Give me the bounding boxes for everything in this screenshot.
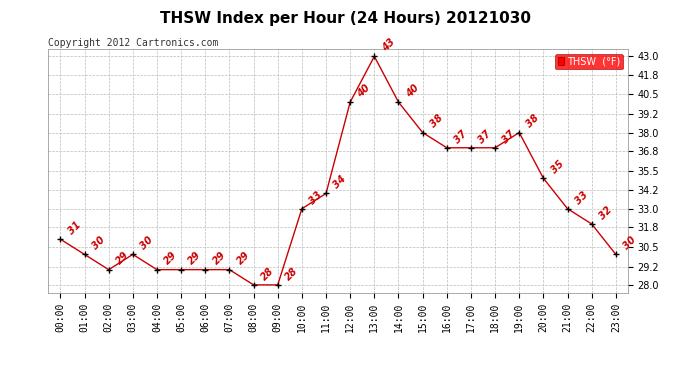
Text: 30: 30 — [90, 235, 107, 252]
Text: 37: 37 — [453, 128, 469, 145]
Text: 32: 32 — [598, 204, 614, 221]
Text: 29: 29 — [235, 250, 252, 267]
Text: 29: 29 — [163, 250, 179, 267]
Text: 38: 38 — [428, 113, 445, 130]
Text: 43: 43 — [380, 37, 397, 54]
Text: 35: 35 — [549, 159, 566, 176]
Text: 30: 30 — [622, 235, 638, 252]
Text: 29: 29 — [187, 250, 204, 267]
Text: 40: 40 — [356, 82, 373, 99]
Text: 31: 31 — [66, 220, 83, 236]
Text: THSW Index per Hour (24 Hours) 20121030: THSW Index per Hour (24 Hours) 20121030 — [159, 11, 531, 26]
Text: 37: 37 — [477, 128, 493, 145]
Text: 33: 33 — [308, 189, 324, 206]
Text: 33: 33 — [573, 189, 590, 206]
Text: 37: 37 — [501, 128, 518, 145]
Text: 29: 29 — [211, 250, 228, 267]
Text: 38: 38 — [525, 113, 542, 130]
Text: Copyright 2012 Cartronics.com: Copyright 2012 Cartronics.com — [48, 38, 219, 48]
Text: 29: 29 — [115, 250, 131, 267]
Legend: THSW  (°F): THSW (°F) — [555, 54, 623, 69]
Text: 28: 28 — [284, 266, 300, 282]
Text: 40: 40 — [404, 82, 421, 99]
Text: 34: 34 — [332, 174, 348, 191]
Text: 30: 30 — [139, 235, 155, 252]
Text: 28: 28 — [259, 266, 276, 282]
